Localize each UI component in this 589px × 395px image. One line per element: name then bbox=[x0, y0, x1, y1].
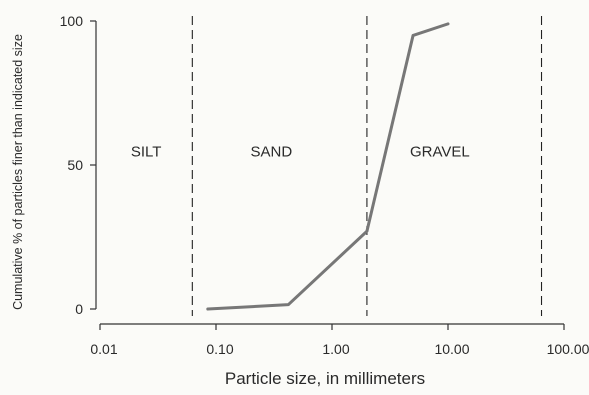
x-tick-label: 1.00 bbox=[322, 341, 349, 357]
y-tick-label: 0 bbox=[75, 301, 83, 317]
data-point bbox=[206, 307, 210, 311]
series-layer bbox=[206, 22, 450, 311]
x-tick-label: 100.00 bbox=[547, 341, 589, 357]
boundary-layer bbox=[191, 16, 543, 316]
series-line bbox=[206, 22, 450, 311]
region-label: SAND bbox=[251, 143, 293, 160]
region-label: SILT bbox=[131, 143, 162, 160]
x-tick-label: 0.10 bbox=[206, 341, 233, 357]
data-point bbox=[446, 22, 450, 26]
y-axis-title: Cumulative % of particles finer than ind… bbox=[11, 34, 25, 310]
x-axis-title: Particle size, in millimeters bbox=[225, 369, 425, 388]
data-point bbox=[411, 34, 415, 37]
axes-layer: 0.01 0.10 1.00 10.00 100.00 0 50 100 Particle si… bbox=[11, 13, 589, 388]
region-label: GRAVEL bbox=[410, 143, 470, 160]
x-tick-label: 10.00 bbox=[434, 341, 469, 357]
data-point bbox=[286, 303, 290, 306]
x-tick-label: 0.01 bbox=[90, 341, 117, 357]
label-layer: SILT SAND GRAVEL bbox=[131, 143, 470, 160]
data-point bbox=[365, 229, 369, 233]
y-tick-label: 100 bbox=[60, 13, 84, 29]
y-tick-label: 50 bbox=[67, 157, 83, 173]
